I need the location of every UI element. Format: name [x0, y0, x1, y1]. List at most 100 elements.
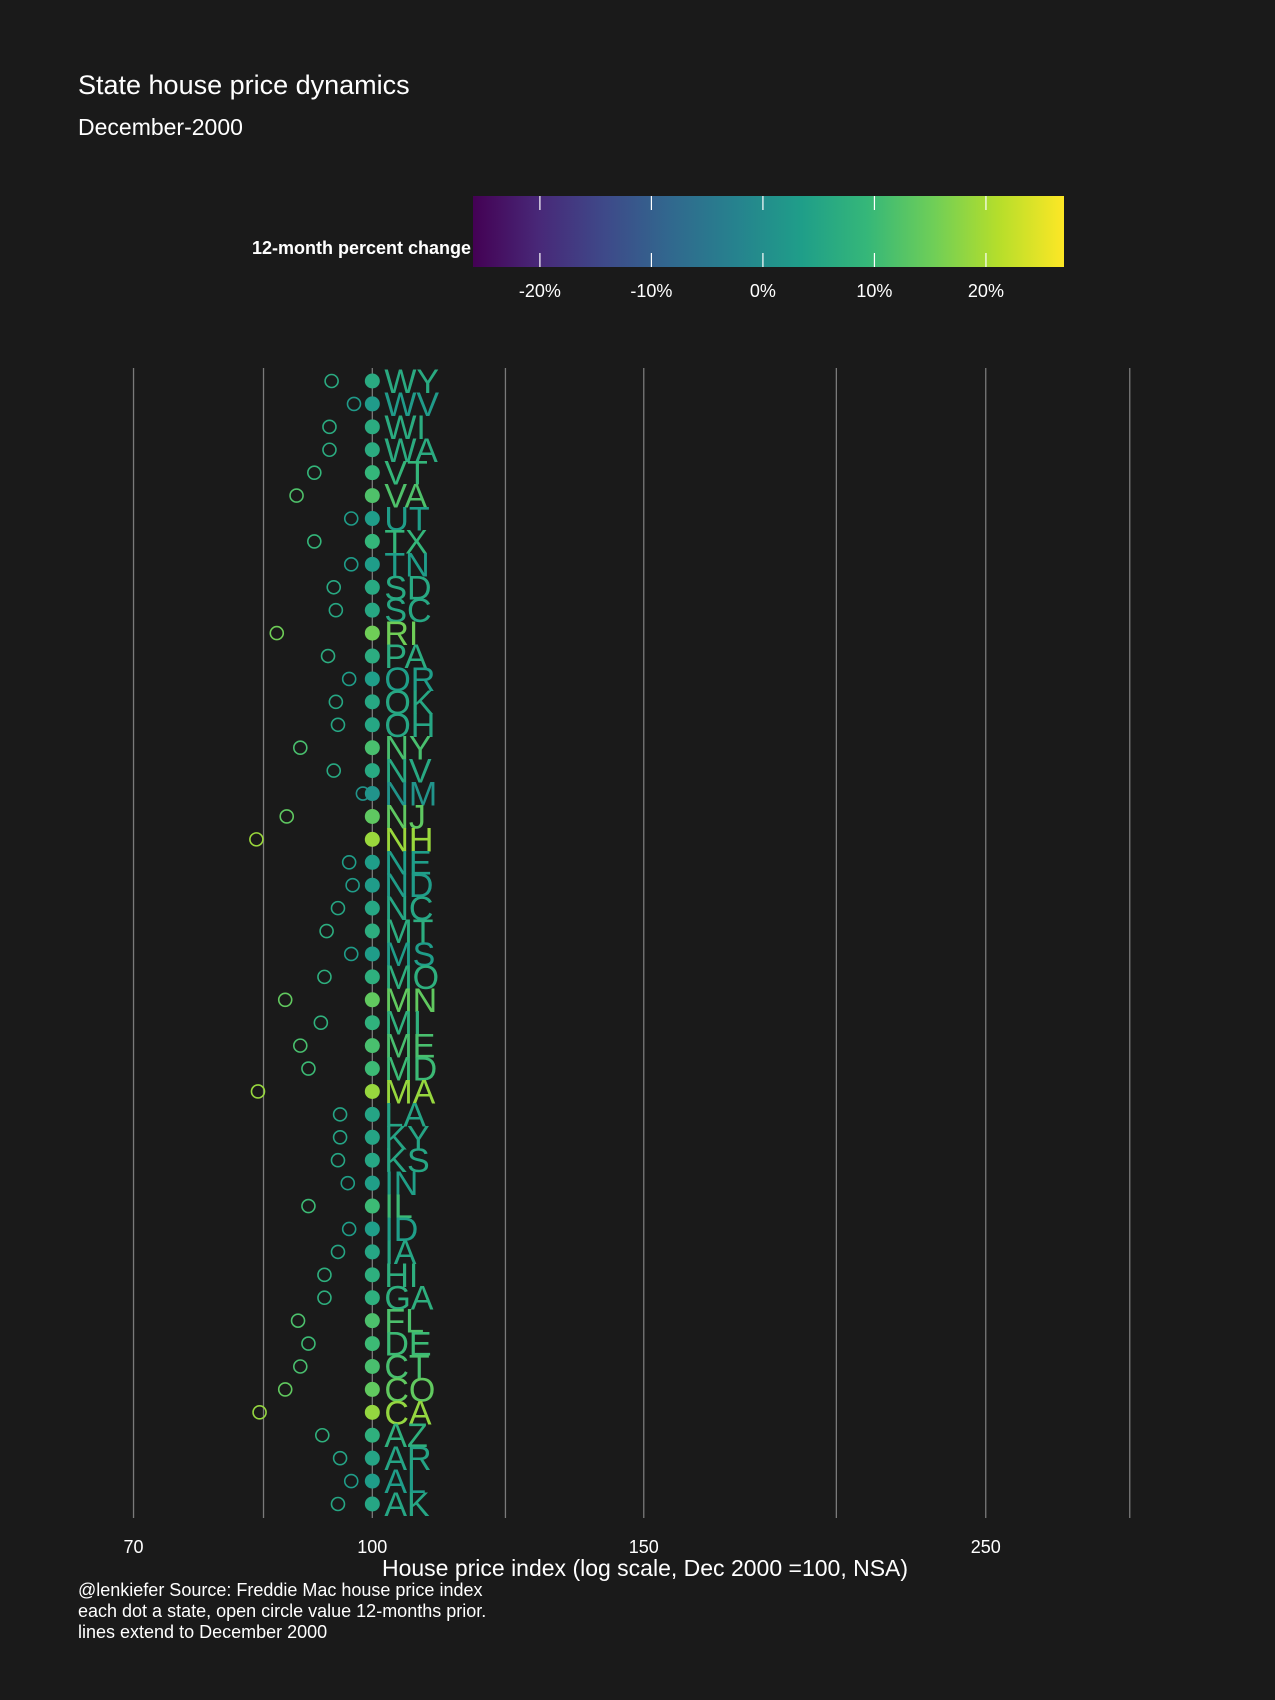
state-row: MT: [319, 913, 433, 951]
current-point: [364, 717, 380, 733]
prior-year-point: [289, 488, 304, 503]
state-row: CO: [277, 1371, 435, 1409]
state-label: HI: [384, 1257, 418, 1295]
legend-title: 12-month percent change: [252, 238, 471, 258]
state-label: VT: [384, 455, 427, 493]
current-point: [364, 786, 380, 802]
state-label: NH: [384, 821, 433, 859]
current-point: [364, 1129, 380, 1145]
prior-year-point: [330, 1244, 346, 1260]
state-label: IL: [384, 1188, 412, 1226]
current-point: [364, 1427, 380, 1443]
current-point: [364, 442, 380, 458]
state-row: WI: [322, 409, 426, 447]
state-row: CT: [292, 1348, 430, 1386]
state-row: HI: [317, 1257, 418, 1295]
state-row: MN: [277, 982, 437, 1020]
state-label: WY: [384, 363, 439, 401]
state-label: SD: [384, 569, 431, 607]
x-tick-label: 100: [357, 1537, 387, 1557]
state-row: AR: [332, 1440, 432, 1478]
current-point: [364, 1198, 380, 1214]
prior-year-point: [328, 694, 344, 710]
prior-year-point: [292, 1038, 308, 1053]
state-row: TN: [343, 546, 430, 584]
state-row: SD: [326, 569, 432, 607]
current-point: [364, 1267, 380, 1283]
state-row: MA: [250, 1073, 436, 1111]
current-point: [364, 488, 380, 504]
state-label: GA: [384, 1280, 433, 1318]
prior-year-point: [290, 1313, 306, 1328]
state-row: AZ: [314, 1417, 428, 1455]
state-row: DE: [301, 1326, 432, 1364]
current-point: [364, 740, 380, 756]
state-row: RI: [269, 615, 418, 653]
x-axis: 70 100 150 250 House price index (log scale,…: [124, 1537, 1001, 1581]
state-row: NH: [249, 821, 433, 859]
state-row: SC: [328, 592, 432, 630]
current-point: [364, 1015, 380, 1031]
state-label: IN: [384, 1165, 418, 1203]
current-point: [364, 1083, 380, 1099]
state-row: IN: [340, 1165, 418, 1203]
current-point: [364, 1290, 380, 1306]
x-axis-title: House price index (log scale, Dec 2000 =…: [382, 1555, 908, 1581]
state-row: ID: [341, 1211, 418, 1249]
chart-title: State house price dynamics: [78, 70, 410, 100]
state-label: TN: [384, 546, 429, 584]
state-label: MA: [384, 1073, 435, 1111]
prior-year-point: [322, 442, 337, 458]
state-row: NM: [355, 776, 437, 814]
prior-year-point: [317, 969, 332, 985]
state-row: AL: [343, 1463, 426, 1501]
state-row: VT: [307, 455, 428, 493]
state-row: NY: [292, 730, 432, 768]
current-point: [364, 533, 380, 549]
state-label: NC: [384, 890, 433, 928]
x-tick-label: 250: [971, 1537, 1001, 1557]
state-label: WV: [384, 386, 439, 424]
current-point: [364, 602, 380, 618]
state-label: UT: [384, 501, 429, 539]
state-label: WI: [384, 409, 426, 447]
colorbar-tick-label: -10%: [630, 281, 672, 301]
state-label: CO: [384, 1371, 435, 1409]
state-label: MI: [384, 1005, 422, 1043]
state-label: IA: [384, 1234, 416, 1272]
prior-year-point: [317, 1267, 332, 1283]
state-row: ME: [292, 1028, 435, 1066]
current-point: [364, 1221, 380, 1237]
prior-year-point: [345, 877, 360, 893]
state-label: TX: [384, 523, 427, 561]
state-label: CA: [384, 1394, 432, 1432]
state-label: NE: [384, 844, 431, 882]
chart-subtitle: December-2000: [78, 114, 243, 140]
prior-year-point: [343, 511, 359, 526]
current-point: [364, 808, 380, 824]
prior-year-point: [292, 1359, 308, 1374]
current-point: [364, 1381, 380, 1397]
state-row: MI: [313, 1005, 422, 1043]
current-point: [364, 419, 380, 435]
state-label: OK: [384, 684, 433, 722]
current-point: [364, 1450, 380, 1466]
prior-year-point: [330, 1496, 346, 1512]
state-row: CA: [252, 1394, 432, 1432]
prior-year-point: [343, 946, 359, 962]
colorbar-tick-label: 20%: [968, 281, 1004, 301]
current-point: [364, 877, 380, 893]
colorbar-tick-label: 0%: [750, 281, 776, 301]
state-row: ND: [345, 867, 433, 905]
current-point: [364, 465, 380, 481]
state-label: ID: [384, 1211, 418, 1249]
plot-marks: WYWVWIWAVTVAUTTXTNSDSCRIPAOROKOHNYNVNMNJ…: [249, 363, 439, 1524]
current-point: [364, 1313, 380, 1329]
state-label: NV: [384, 753, 432, 791]
current-point: [364, 1061, 380, 1077]
state-row: WY: [324, 363, 439, 401]
state-label: NM: [384, 776, 437, 814]
prior-year-point: [279, 809, 295, 824]
state-row: IA: [330, 1234, 417, 1272]
